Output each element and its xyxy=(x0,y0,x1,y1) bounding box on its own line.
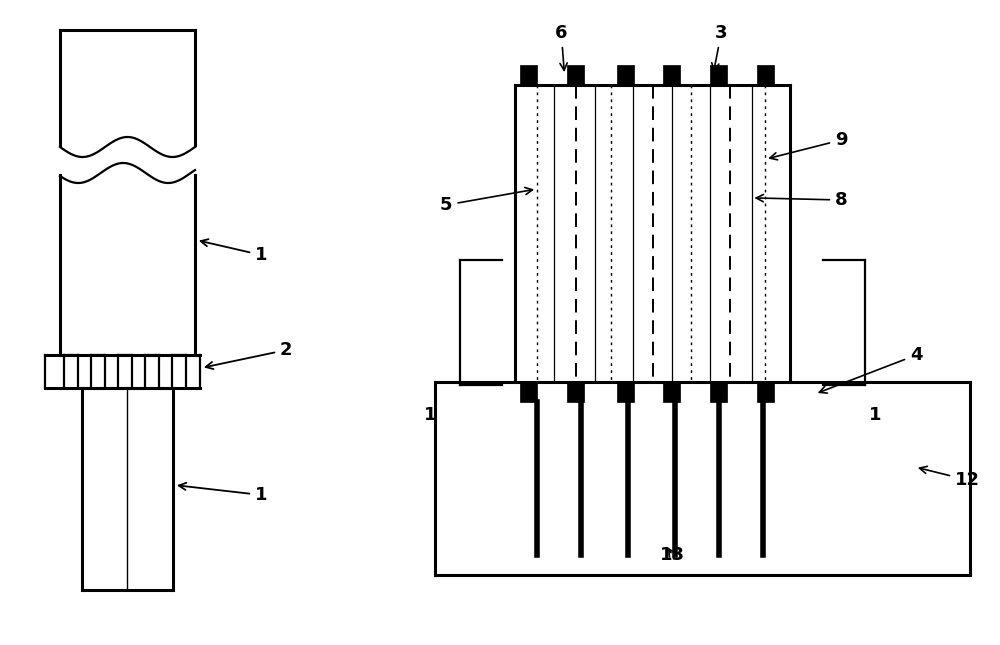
Text: 1: 1 xyxy=(179,482,268,504)
Bar xyxy=(710,65,727,85)
Text: 6: 6 xyxy=(555,24,568,70)
Bar xyxy=(663,382,680,402)
Bar xyxy=(616,382,634,402)
Text: 2: 2 xyxy=(206,341,292,369)
Text: 8: 8 xyxy=(756,191,848,209)
Text: 9: 9 xyxy=(770,131,848,160)
Bar xyxy=(520,382,537,402)
Text: 3: 3 xyxy=(712,24,728,70)
Bar xyxy=(520,65,537,85)
Bar xyxy=(663,65,680,85)
Text: 12: 12 xyxy=(920,466,980,489)
Text: 1: 1 xyxy=(201,239,268,264)
Bar xyxy=(616,65,634,85)
Text: 13: 13 xyxy=(660,546,685,564)
Bar xyxy=(757,65,774,85)
Text: 5: 5 xyxy=(440,188,532,214)
Bar xyxy=(710,382,727,402)
Text: 1: 1 xyxy=(424,406,436,424)
Bar xyxy=(757,382,774,402)
Text: 1: 1 xyxy=(869,406,881,424)
Bar xyxy=(567,382,584,402)
Bar xyxy=(567,65,584,85)
Text: 4: 4 xyxy=(819,346,922,393)
